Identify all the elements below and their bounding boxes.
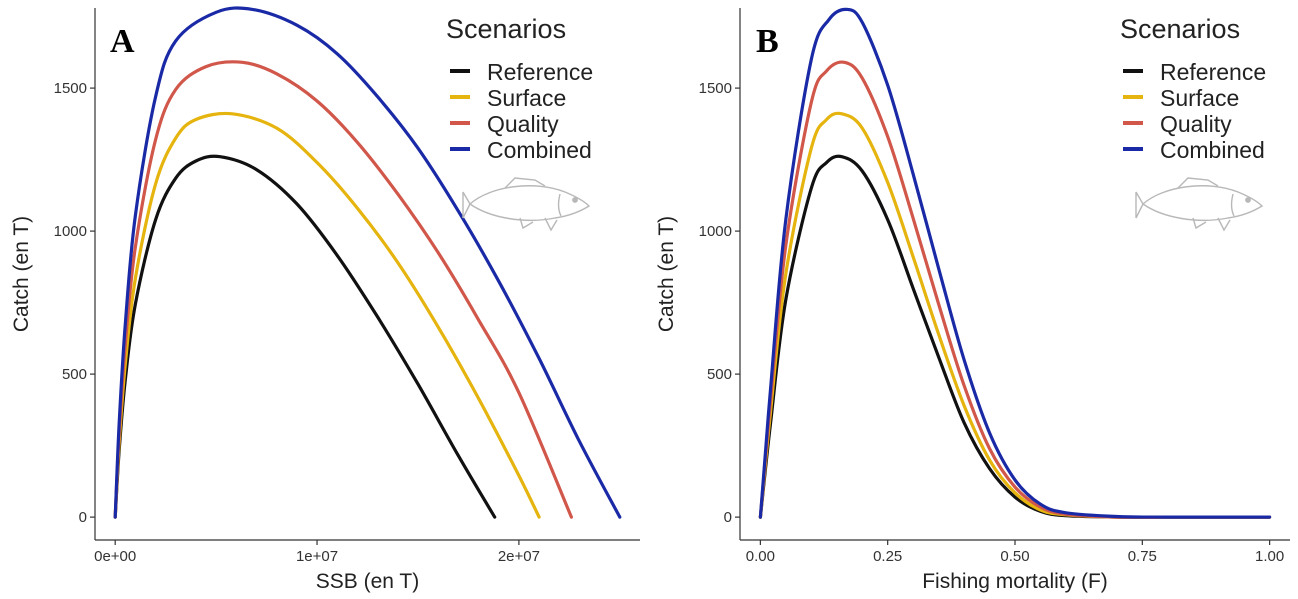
fish-dorsal-fin xyxy=(1177,177,1219,189)
fish-dorsal-fin xyxy=(504,177,546,189)
series-line-combined xyxy=(758,7,1272,519)
fish-body xyxy=(468,185,591,221)
fish-gill xyxy=(557,193,562,217)
series-line-reference xyxy=(113,154,497,519)
legend-label: Reference xyxy=(487,59,593,85)
panel-letter: A xyxy=(110,23,135,60)
panel-letter: B xyxy=(756,23,779,60)
y-axis-title: Catch (en T) xyxy=(10,216,33,332)
legend-label: Quality xyxy=(1160,111,1232,137)
legend-label: Surface xyxy=(1160,85,1239,111)
series-line-reference xyxy=(758,154,1272,519)
x-tick-label: 2e+07 xyxy=(498,548,540,565)
y-tick-label: 1500 xyxy=(54,80,87,97)
panel-b: 0 500 1000 1500 0.00 0.25 0.50 0.75 1.00 Fishing … xyxy=(655,7,1290,593)
x-tick-label: 0e+00 xyxy=(94,548,136,565)
legend-label: Quality xyxy=(487,111,559,137)
fish-lower-fins xyxy=(1192,217,1231,232)
x-tick-label: 0.50 xyxy=(1000,548,1029,565)
fish-tail xyxy=(462,191,471,219)
fish-tail xyxy=(1135,191,1144,219)
x-axis-title: Fishing mortality (F) xyxy=(922,570,1108,593)
x-tick-label: 1e+07 xyxy=(296,548,338,565)
y-tick-label: 0 xyxy=(79,509,87,526)
fish-eye xyxy=(572,197,578,203)
legend-label: Combined xyxy=(1160,137,1265,163)
series-line-surface xyxy=(758,111,1272,519)
series-line-quality xyxy=(113,60,573,519)
fish-gill xyxy=(1230,193,1235,217)
y-tick-label: 0 xyxy=(724,509,732,526)
fish-body xyxy=(1141,185,1264,221)
x-tick-label: 0.00 xyxy=(746,548,775,565)
y-tick-label: 1500 xyxy=(699,80,732,97)
y-tick-label: 1000 xyxy=(699,223,732,240)
y-tick-label: 500 xyxy=(62,366,87,383)
legend-label: Combined xyxy=(487,137,592,163)
series-line-combined xyxy=(113,6,622,519)
y-tick-label: 500 xyxy=(707,366,732,383)
fish-icon xyxy=(1135,177,1264,232)
legend-title: Scenarios xyxy=(446,14,566,44)
legend-title: Scenarios xyxy=(1120,14,1240,44)
fish-icon xyxy=(462,177,591,232)
y-tick-label: 1000 xyxy=(54,223,87,240)
fish-eye xyxy=(1245,197,1251,203)
series-line-surface xyxy=(113,111,541,519)
x-axis-title: SSB (en T) xyxy=(316,570,419,593)
legend-label: Reference xyxy=(1160,59,1266,85)
y-axis-title: Catch (en T) xyxy=(655,216,678,332)
fish-lower-fins xyxy=(519,217,558,232)
x-tick-label: 0.25 xyxy=(873,548,902,565)
x-tick-label: 0.75 xyxy=(1128,548,1157,565)
legend-label: Surface xyxy=(487,85,566,111)
panel-a: 0 500 1000 1500 0e+00 1e+07 2e+07 SSB (en T) Cat… xyxy=(10,6,640,593)
x-tick-label: 1.00 xyxy=(1255,548,1284,565)
